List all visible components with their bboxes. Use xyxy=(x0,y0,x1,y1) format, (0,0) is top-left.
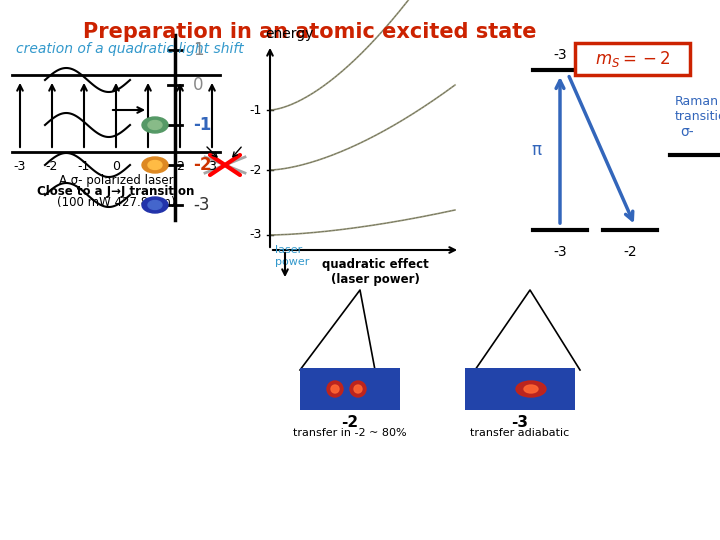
Bar xyxy=(465,368,575,410)
Bar xyxy=(300,368,400,410)
Text: -2: -2 xyxy=(250,164,262,177)
Ellipse shape xyxy=(516,381,546,397)
Text: π: π xyxy=(532,141,542,159)
Ellipse shape xyxy=(354,385,362,393)
Text: 0: 0 xyxy=(193,76,204,94)
Text: -3: -3 xyxy=(553,245,567,259)
Ellipse shape xyxy=(148,160,162,170)
Text: -2: -2 xyxy=(624,245,636,259)
Text: -3: -3 xyxy=(250,228,262,241)
Ellipse shape xyxy=(142,157,168,173)
Text: Preparation in an atomic excited state: Preparation in an atomic excited state xyxy=(84,22,536,42)
Ellipse shape xyxy=(148,200,162,210)
Text: creation of a quadratic light shift: creation of a quadratic light shift xyxy=(16,42,244,56)
Ellipse shape xyxy=(350,381,366,397)
Text: 0: 0 xyxy=(112,160,120,173)
Ellipse shape xyxy=(331,385,339,393)
Ellipse shape xyxy=(142,117,168,133)
Bar xyxy=(575,43,690,75)
Text: quadratic effect
(laser power): quadratic effect (laser power) xyxy=(322,258,428,286)
Text: -2: -2 xyxy=(193,156,212,174)
Ellipse shape xyxy=(148,120,162,130)
Text: -1: -1 xyxy=(193,116,212,134)
Text: 2: 2 xyxy=(176,160,184,173)
Text: 1: 1 xyxy=(193,41,204,59)
Text: $m_S = -2$: $m_S = -2$ xyxy=(595,49,670,69)
Text: Raman
transition: Raman transition xyxy=(675,95,720,123)
Text: -1: -1 xyxy=(78,160,90,173)
Text: transfer in -2 ~ 80%: transfer in -2 ~ 80% xyxy=(293,428,407,438)
Text: 3: 3 xyxy=(208,160,216,173)
Text: -3: -3 xyxy=(511,415,528,430)
Text: -3: -3 xyxy=(14,160,26,173)
Ellipse shape xyxy=(327,381,343,397)
Text: σ-: σ- xyxy=(680,125,693,139)
Text: (100 mW 427.8 nm): (100 mW 427.8 nm) xyxy=(57,196,175,209)
Ellipse shape xyxy=(142,197,168,213)
Text: energy: energy xyxy=(265,27,313,41)
Text: A σ- polarized laser: A σ- polarized laser xyxy=(59,174,174,187)
Text: -2: -2 xyxy=(341,415,359,430)
Text: -2: -2 xyxy=(46,160,58,173)
Text: transfer adiabatic: transfer adiabatic xyxy=(470,428,570,438)
Ellipse shape xyxy=(524,385,538,393)
Text: 1: 1 xyxy=(144,160,152,173)
Text: -3: -3 xyxy=(193,196,210,214)
Text: -3: -3 xyxy=(553,48,567,62)
Text: laser
power: laser power xyxy=(275,245,310,267)
Text: -1: -1 xyxy=(250,104,262,117)
Text: Close to a J→J transition: Close to a J→J transition xyxy=(37,185,194,198)
